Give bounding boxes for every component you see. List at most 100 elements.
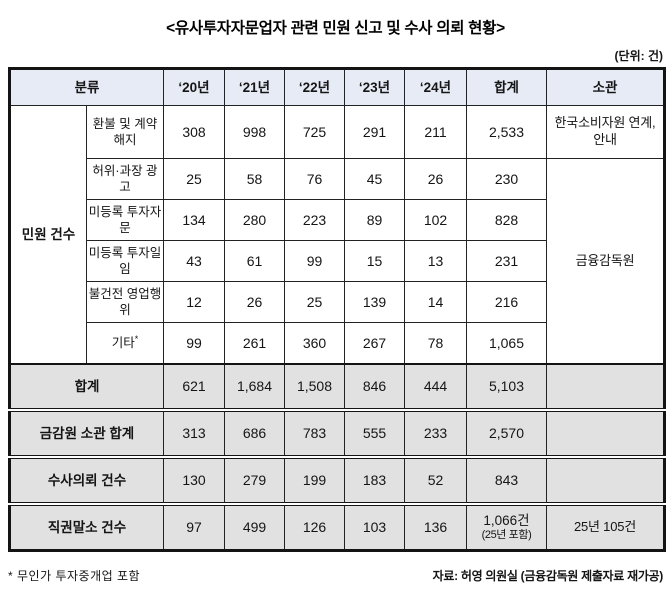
cell-value: 97 [163,502,225,551]
footnote-marker: * [134,333,139,344]
col-header-total: 합계 [466,68,547,106]
cell-total: 2,570 [466,408,547,458]
cell-total: 843 [466,455,547,505]
summary-row-total: 합계 621 1,684 1,508 846 444 5,103 [9,363,665,411]
cell-value: 26 [404,158,467,200]
col-header-jurisdiction: 소관 [546,68,665,106]
col-header-year-2023: ‘23년 [344,68,405,106]
cell-value: 267 [344,322,405,365]
cell-value: 499 [224,502,285,551]
cell-jurisdiction-empty [546,455,665,505]
row-label: 불건전 영업행위 [86,281,164,323]
cell-value: 136 [404,502,467,551]
cell-value: 61 [224,240,285,282]
row-label: 미등록 투자자문 [86,199,164,241]
cell-value: 78 [404,322,467,365]
unit-label: (단위: 건) [614,49,663,63]
cell-value: 621 [163,363,225,411]
cell-value: 99 [163,322,225,365]
cell-value: 103 [344,502,405,551]
cell-jurisdiction-empty [546,363,665,411]
cell-value: 846 [344,363,405,411]
cell-value: 1,684 [224,363,285,411]
cell-value: 25 [284,281,345,323]
cell-total: 231 [466,240,547,282]
cell-value: 199 [284,455,345,505]
summary-row-fss-total: 금감원 소관 합계 313 686 783 555 233 2,570 [9,408,665,458]
cell-value: 555 [344,408,405,458]
summary-label: 합계 [9,363,164,411]
footer: * 무인가 투자중개업 포함 자료: 허영 의원실 (금융감독원 제출자료 재가… [8,567,663,584]
cell-value: 1,508 [284,363,345,411]
cell-value: 14 [404,281,467,323]
cell-value: 52 [404,455,467,505]
total-note: (25년 포함) [481,528,532,541]
cell-value: 279 [224,455,285,505]
cell-value: 99 [284,240,345,282]
cell-value: 58 [224,158,285,200]
cell-total: 216 [466,281,547,323]
table-row-refund: 민원 건수 환불 및 계약해지 308 998 725 291 211 2,53… [9,105,665,365]
cell-jurisdiction-empty [546,408,665,458]
cell-value: 291 [344,105,405,159]
footnote-text: * 무인가 투자중개업 포함 [8,569,141,583]
cell-value: 89 [344,199,405,241]
cell-value: 130 [163,455,225,505]
table-row-etc: 기타* 99 261 360 267 78 1,065 [10,322,665,365]
cell-jurisdiction: 한국소비자원 연계, 안내 [546,105,665,159]
row-label: 허위·과장 광고 [86,158,164,200]
cell-total: 828 [466,199,547,241]
summary-label: 금감원 소관 합계 [9,408,164,458]
cell-value: 360 [284,322,345,365]
row-label: 기타* [86,322,164,365]
cell-value: 783 [284,408,345,458]
row-label-text: 기타 [111,335,135,350]
table-row-false-ads: 허위·과장 광고 25 58 76 45 26 230 금융감독원 [10,158,665,365]
cell-value: 686 [224,408,285,458]
col-header-year-2020: ‘20년 [163,68,225,106]
cell-value: 45 [344,158,405,200]
table-row-unregistered-discretionary: 미등록 투자일임 43 61 99 15 13 231 [10,240,665,282]
page: <유사투자자문업자 관련 민원 신고 및 수사 의뢰 현황> (단위: 건) 분… [8,20,666,584]
source-text: 자료: 허영 의원실 (금융감독원 제출자료 재가공) [432,569,664,583]
cell-value: 280 [224,199,285,241]
cell-value: 43 [163,240,225,282]
cell-value: 183 [344,455,405,505]
cell-total: 5,103 [466,363,547,411]
row-label: 환불 및 계약해지 [86,105,164,159]
cell-jurisdiction-fss: 금융감독원 [546,158,665,365]
cell-value: 26 [224,281,285,323]
cell-value: 126 [284,502,345,551]
cell-value: 223 [284,199,345,241]
cell-value: 13 [404,240,467,282]
cell-value: 139 [344,281,405,323]
summary-label: 수사의뢰 건수 [9,455,164,505]
summary-label: 직권말소 건수 [9,502,164,551]
cell-value: 725 [284,105,345,159]
cell-value: 25 [163,158,225,200]
cell-total-with-note: 1,066건 (25년 포함) [466,502,547,551]
col-header-year-2024: ‘24년 [404,68,467,106]
row-group-label: 민원 건수 [9,105,87,365]
cell-value: 998 [224,105,285,159]
cell-value: 134 [163,199,225,241]
cell-value: 76 [284,158,345,200]
cell-value: 444 [404,363,467,411]
cell-value: 313 [163,408,225,458]
col-header-year-2022: ‘22년 [284,68,345,106]
table-row-unsound-business: 불건전 영업행위 12 26 25 139 14 216 [10,281,665,323]
table-row-unregistered-advisory: 미등록 투자자문 134 280 223 89 102 828 [10,199,665,241]
cell-value: 102 [404,199,467,241]
summary-row-ex-officio-cancellations: 직권말소 건수 97 499 126 103 136 1,066건 (25년 포… [9,502,665,551]
table-header-row: 분류 ‘20년 ‘21년 ‘22년 ‘23년 ‘24년 합계 소관 [9,68,665,106]
cell-value: 261 [224,322,285,365]
summary-row-investigation-requests: 수사의뢰 건수 130 279 199 183 52 843 [9,455,665,505]
cell-value: 12 [163,281,225,323]
report-table: 분류 ‘20년 ‘21년 ‘22년 ‘23년 ‘24년 합계 소관 민원 건수 … [8,67,666,552]
page-title: <유사투자자문업자 관련 민원 신고 및 수사 의뢰 현황> [166,20,505,37]
cell-jurisdiction: 25년 105건 [546,502,665,551]
cell-total: 1,065 [466,322,547,365]
cell-value: 15 [344,240,405,282]
cell-total: 230 [466,158,547,200]
col-header-category: 분류 [9,68,164,106]
